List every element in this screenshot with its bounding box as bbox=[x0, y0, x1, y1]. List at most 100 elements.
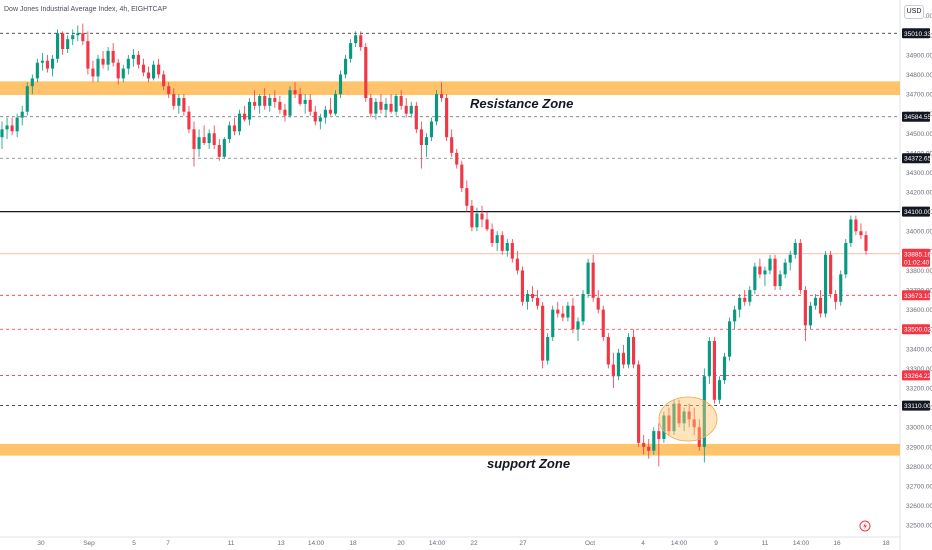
time-tick-label: 18 bbox=[882, 540, 890, 547]
price-level-badge bbox=[902, 400, 930, 411]
candle-body bbox=[146, 72, 151, 79]
time-tick-label: 14:00 bbox=[671, 540, 688, 547]
candle-body bbox=[384, 103, 388, 110]
candle-body bbox=[515, 258, 519, 271]
currency-selector[interactable]: USD bbox=[904, 5, 924, 19]
candle-body bbox=[793, 243, 797, 255]
candle-body bbox=[803, 290, 807, 326]
candle-body bbox=[35, 62, 39, 79]
candle-body bbox=[394, 96, 398, 112]
candle-body bbox=[217, 145, 221, 157]
candle-body bbox=[505, 243, 509, 251]
candle-body bbox=[480, 213, 484, 220]
candle-body bbox=[157, 64, 161, 75]
time-tick-label: 11 bbox=[228, 540, 235, 547]
candle-body bbox=[712, 340, 716, 400]
candle-body bbox=[460, 164, 464, 189]
chart-title: Dow Jones Industrial Average Index, 4h, … bbox=[4, 6, 167, 13]
candle-body bbox=[313, 111, 317, 122]
price-tick-label: 32700.00 bbox=[906, 484, 932, 491]
candle-body bbox=[571, 305, 575, 330]
candle-body bbox=[753, 266, 757, 291]
candle-body bbox=[25, 86, 29, 112]
candle-body bbox=[763, 270, 767, 275]
candle-body bbox=[101, 58, 105, 65]
time-tick-label: 9 bbox=[714, 540, 718, 547]
candle-body bbox=[864, 235, 868, 251]
price-level-label: 33500.02 bbox=[904, 327, 931, 334]
candle-body bbox=[692, 419, 696, 428]
candle-body bbox=[490, 229, 494, 244]
candle-body bbox=[45, 60, 50, 69]
candle-body bbox=[369, 97, 373, 114]
price-tick-label: 32800.00 bbox=[906, 464, 932, 471]
candle-body bbox=[450, 137, 454, 153]
candle-body bbox=[475, 213, 479, 228]
candle-body bbox=[561, 313, 565, 318]
price-level-badge bbox=[902, 206, 930, 217]
time-tick-label: 27 bbox=[519, 540, 527, 547]
time-tick-label: 14:00 bbox=[793, 540, 810, 547]
price-level-label: 35010.33 bbox=[904, 31, 931, 38]
candle-body bbox=[728, 321, 732, 357]
time-tick-label: 16 bbox=[833, 540, 841, 547]
candle-body bbox=[414, 105, 418, 130]
candle-body bbox=[207, 133, 211, 144]
candle-body bbox=[576, 321, 580, 330]
candle-body bbox=[424, 137, 428, 146]
candle-body bbox=[364, 47, 368, 98]
candle-body bbox=[298, 94, 302, 104]
candle-body bbox=[354, 35, 358, 44]
price-level-badge bbox=[902, 28, 930, 39]
candle-body bbox=[829, 254, 833, 294]
candle-body bbox=[0, 129, 4, 138]
candle-body bbox=[263, 96, 267, 106]
candle-body bbox=[5, 125, 9, 130]
candle-body bbox=[152, 64, 156, 79]
candle-body bbox=[192, 129, 196, 149]
candle-body bbox=[328, 109, 332, 114]
candle-body bbox=[566, 305, 570, 318]
lightning-icon[interactable] bbox=[859, 520, 871, 532]
time-tick-label: 22 bbox=[470, 540, 478, 547]
price-level-label: 34584.55 bbox=[904, 114, 931, 121]
price-tick-label: 33600.00 bbox=[906, 307, 932, 314]
candle-body bbox=[399, 96, 403, 106]
candle-body bbox=[409, 105, 413, 114]
price-tick-label: 33200.00 bbox=[906, 386, 932, 393]
candle-body bbox=[611, 364, 615, 377]
candle-body bbox=[248, 101, 252, 120]
candle-body bbox=[495, 235, 499, 244]
candle-body bbox=[288, 90, 292, 116]
candle-body bbox=[131, 54, 135, 59]
candle-body bbox=[429, 121, 434, 138]
candle-body bbox=[581, 293, 585, 322]
candle-body bbox=[227, 125, 231, 140]
candle-body bbox=[177, 97, 181, 106]
time-tick-label: 11 bbox=[762, 540, 769, 547]
candle-body bbox=[268, 97, 272, 106]
candle-body bbox=[86, 41, 90, 69]
price-tick-label: 34800.00 bbox=[906, 72, 932, 79]
candle-body bbox=[20, 111, 24, 118]
candle-body bbox=[445, 97, 449, 138]
candle-body bbox=[91, 68, 95, 77]
candle-body bbox=[273, 97, 277, 102]
candle-body bbox=[10, 125, 14, 132]
candle-body bbox=[844, 243, 848, 275]
time-tick-label: 18 bbox=[349, 540, 357, 547]
countdown-label: 01:02:40 bbox=[904, 259, 930, 266]
candle-body bbox=[359, 35, 363, 48]
candle-body bbox=[647, 446, 651, 451]
candle-body bbox=[111, 50, 115, 63]
candle-body bbox=[455, 152, 459, 165]
candle-body bbox=[323, 109, 327, 118]
candle-body bbox=[253, 101, 257, 106]
candle-body bbox=[667, 415, 671, 432]
price-level-badge bbox=[902, 290, 930, 301]
candle-body bbox=[333, 94, 338, 114]
candle-body bbox=[202, 137, 206, 144]
candle-body bbox=[222, 139, 226, 157]
candle-body bbox=[632, 337, 636, 365]
